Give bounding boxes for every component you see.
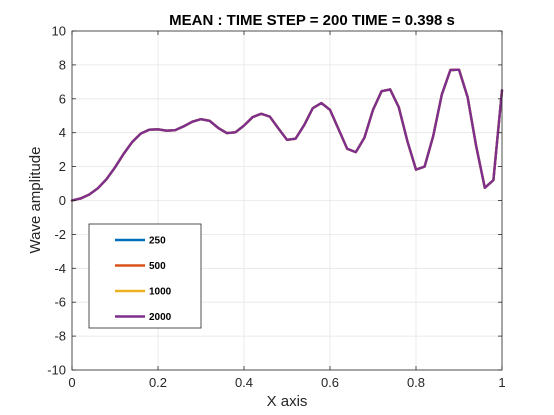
y-tick-label: 2 — [59, 159, 66, 174]
x-tick-label: 0 — [68, 375, 75, 390]
axis-ticks: 0 0.2 0.4 0.6 0.8 1 -10 -8 -6 -4 -2 0 2 4 6 8 10 — [47, 24, 505, 391]
x-tick-label: 0.6 — [321, 375, 339, 390]
y-tick-label: -4 — [54, 261, 66, 276]
legend: 250 500 1000 2000 — [88, 223, 202, 329]
legend-label-500: 500 — [149, 261, 166, 272]
x-tick-label: 0.4 — [235, 375, 253, 390]
series-line-2000 — [70, 68, 504, 202]
y-tick-label: -8 — [54, 329, 66, 344]
y-tick-label: 10 — [52, 24, 66, 39]
y-tick-label: -2 — [54, 227, 66, 242]
y-tick-label: 6 — [59, 91, 66, 106]
x-tick-label: 0.2 — [149, 375, 167, 390]
y-tick-label: 0 — [59, 193, 66, 208]
series-lines — [70, 68, 504, 202]
y-tick-label: 8 — [59, 57, 66, 72]
x-tick-label: 1 — [498, 375, 505, 390]
legend-label-1000: 1000 — [149, 287, 172, 298]
legend-label-250: 250 — [149, 236, 166, 247]
x-tick-label: 0.8 — [407, 375, 425, 390]
legend-box — [88, 223, 202, 329]
y-tick-label: -10 — [47, 363, 66, 378]
legend-label-2000: 2000 — [149, 312, 172, 323]
x-axis-label: X axis — [267, 393, 308, 410]
y-axis-label: Wave amplitude — [27, 147, 44, 254]
y-tick-label: 4 — [59, 125, 66, 140]
y-tick-label: -6 — [54, 295, 66, 310]
chart-title: MEAN : TIME STEP = 200 TIME = 0.398 s — [169, 12, 455, 29]
